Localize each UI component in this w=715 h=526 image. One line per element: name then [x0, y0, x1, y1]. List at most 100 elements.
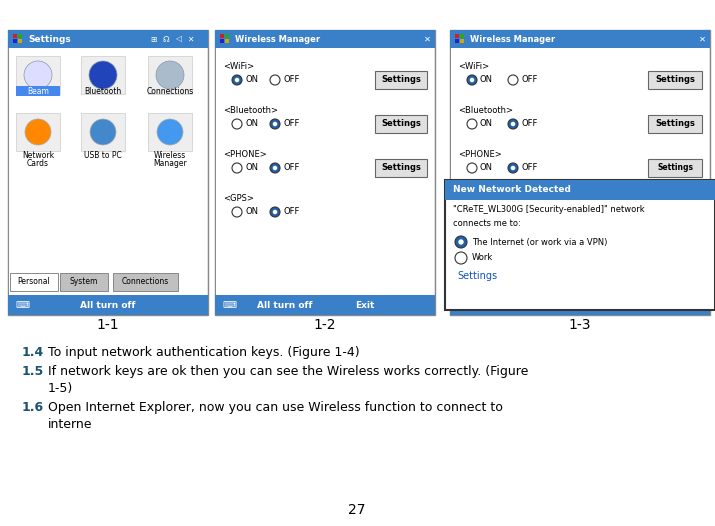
Text: ☊: ☊	[162, 35, 169, 44]
Bar	[375, 71, 427, 89]
Text: Settings: Settings	[457, 271, 497, 281]
Text: Connections: Connections	[147, 86, 194, 96]
Text: Bluetooth: Bluetooth	[84, 86, 122, 96]
Text: <GPS>: <GPS>	[223, 194, 254, 203]
Circle shape	[508, 163, 518, 173]
Text: Open Internet Explorer, now you can use Wireless function to connect to: Open Internet Explorer, now you can use …	[48, 401, 503, 414]
Bar	[13, 39, 17, 43]
Bar	[81, 113, 125, 151]
Text: Exit: Exit	[355, 300, 375, 309]
Circle shape	[467, 163, 477, 173]
Text: Settings: Settings	[655, 119, 695, 128]
Text: <Bluetooth>: <Bluetooth>	[223, 106, 278, 115]
Text: <WiFi>: <WiFi>	[223, 62, 254, 71]
Text: ◁: ◁	[176, 35, 182, 44]
Text: ⌨: ⌨	[613, 300, 627, 310]
Circle shape	[270, 75, 280, 85]
Text: OFF: OFF	[283, 76, 300, 85]
Text: If network keys are ok then you can see the Wireless works correctly. (Figure: If network keys are ok then you can see …	[48, 365, 528, 378]
Bar	[375, 159, 427, 177]
Text: ON: ON	[480, 76, 493, 85]
Circle shape	[470, 78, 474, 82]
Text: Personal: Personal	[18, 278, 50, 287]
Circle shape	[235, 78, 240, 82]
Circle shape	[232, 163, 242, 173]
Bar	[10, 273, 58, 291]
Circle shape	[455, 236, 467, 248]
Circle shape	[270, 207, 280, 217]
Circle shape	[89, 61, 117, 89]
Circle shape	[508, 75, 518, 85]
Text: ON: ON	[245, 164, 258, 173]
Text: Settings: Settings	[28, 35, 71, 44]
Text: USB to PC: USB to PC	[84, 150, 122, 159]
Circle shape	[232, 119, 242, 129]
Bar	[8, 30, 208, 315]
Bar	[445, 180, 715, 310]
Text: System: System	[70, 278, 98, 287]
Circle shape	[270, 119, 280, 129]
Text: OFF: OFF	[283, 164, 300, 173]
Bar	[648, 71, 702, 89]
Bar	[60, 273, 108, 291]
Text: 27: 27	[348, 503, 366, 517]
Text: <PHONE>: <PHONE>	[223, 150, 267, 159]
Text: OFF: OFF	[283, 119, 300, 128]
Bar	[148, 56, 192, 94]
Bar	[451, 48, 709, 295]
Text: OFF: OFF	[521, 164, 538, 173]
Text: 1-3: 1-3	[568, 318, 591, 332]
Circle shape	[232, 207, 242, 217]
Text: Settings: Settings	[655, 76, 695, 85]
Text: 1.4: 1.4	[22, 346, 44, 359]
Circle shape	[270, 163, 280, 173]
Text: Work: Work	[472, 254, 493, 262]
Bar	[450, 295, 710, 315]
Bar	[460, 34, 464, 38]
Text: New Network Detected: New Network Detected	[453, 186, 571, 195]
Text: Connect: Connect	[484, 300, 526, 309]
Bar	[18, 39, 22, 43]
Circle shape	[25, 119, 51, 145]
Circle shape	[232, 75, 242, 85]
Bar	[81, 56, 125, 94]
Bar	[16, 113, 60, 151]
Bar	[460, 39, 464, 43]
Bar	[113, 273, 178, 291]
Text: Settings: Settings	[381, 164, 421, 173]
Circle shape	[467, 75, 477, 85]
Text: <Bluetooth>: <Bluetooth>	[458, 106, 513, 115]
Text: OFF: OFF	[521, 76, 538, 85]
Bar	[450, 30, 710, 315]
Bar	[16, 86, 60, 96]
Circle shape	[458, 239, 464, 245]
Text: Wireless Manager: Wireless Manager	[470, 35, 555, 44]
Text: Connections: Connections	[122, 278, 169, 287]
Bar	[18, 34, 22, 38]
Text: 1-2: 1-2	[314, 318, 336, 332]
Bar	[445, 180, 715, 200]
Bar	[220, 34, 224, 38]
Bar	[450, 30, 710, 48]
Text: ON: ON	[480, 164, 493, 173]
Circle shape	[272, 210, 277, 214]
Circle shape	[467, 119, 477, 129]
Text: ✕: ✕	[699, 35, 706, 44]
Text: OFF: OFF	[283, 207, 300, 217]
Circle shape	[455, 252, 467, 264]
Bar	[9, 48, 207, 295]
Circle shape	[24, 61, 52, 89]
Bar	[648, 115, 702, 133]
Text: interne: interne	[48, 418, 92, 431]
Circle shape	[272, 122, 277, 126]
Text: 1-5): 1-5)	[48, 382, 73, 395]
Bar	[13, 34, 17, 38]
Text: ✕: ✕	[187, 35, 193, 44]
Text: Wireless: Wireless	[154, 150, 186, 159]
Bar	[225, 34, 229, 38]
Circle shape	[90, 119, 116, 145]
Text: ✕: ✕	[423, 35, 430, 44]
Text: ⊞: ⊞	[150, 35, 156, 44]
Bar	[8, 295, 208, 315]
Bar	[215, 30, 435, 315]
